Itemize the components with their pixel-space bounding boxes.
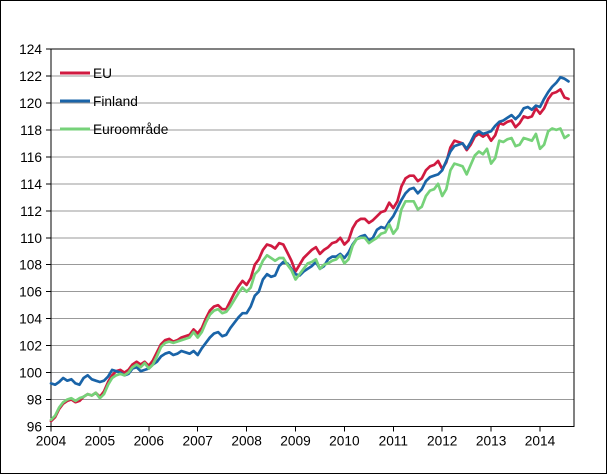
legend-label-eu: EU [93,66,112,81]
x-axis-tick-label: 2004 [36,434,67,449]
x-axis-tick-label: 2005 [85,434,116,449]
y-axis-tick-label: 112 [20,204,42,219]
y-axis-tick-label: 96 [27,420,43,435]
y-axis-tick-label: 114 [20,177,42,192]
y-axis-tick-label: 106 [19,285,42,300]
x-axis-tick-label: 2009 [280,434,310,449]
y-axis-tick-label: 100 [19,366,42,381]
x-axis-tick-label: 2011 [379,434,408,449]
x-axis-tick-label: 2008 [231,434,262,449]
y-axis-tick-label: 102 [19,339,42,354]
y-axis-tick-label: 116 [20,150,42,165]
x-axis-tick-label: 2012 [427,434,457,449]
legend-entry-euroområde: Euroområde [60,122,168,137]
y-axis-tick-label: 98 [27,393,43,408]
x-axis: 2004 2005 2006 2007 2008 2009 2010 2011 2012 2013… [36,426,556,449]
y-axis-tick-label: 118 [20,123,42,138]
legend-entry-finland: Finland [60,94,138,109]
x-axis-tick-label: 2014 [525,434,556,449]
x-axis-tick-label: 2013 [476,434,507,449]
y-axis-tick-label: 122 [19,69,42,84]
x-axis-tick-label: 2007 [182,434,212,449]
series-line-eu [49,88,570,423]
x-axis-tick-label: 2006 [134,434,165,449]
y-axis-tick-label: 120 [19,96,42,111]
legend: EU Finland Euroområde [60,66,168,137]
series-line-euroområde [49,127,570,422]
legend-entry-eu: EU [60,66,112,81]
y-axis-tick-label: 124 [19,42,42,57]
legend-label-finland: Finland [93,94,138,109]
y-axis: 96 98 100 102 104 106 108 110 112 114 116 118 120 122… [19,42,51,435]
series-line-finland [49,75,570,387]
y-axis-tick-label: 108 [19,258,42,273]
legend-label-euroområde: Euroområde [93,122,168,137]
y-axis-tick-label: 110 [20,231,42,246]
x-axis-tick-label: 2010 [329,434,360,449]
y-axis-tick-label: 104 [19,312,42,327]
